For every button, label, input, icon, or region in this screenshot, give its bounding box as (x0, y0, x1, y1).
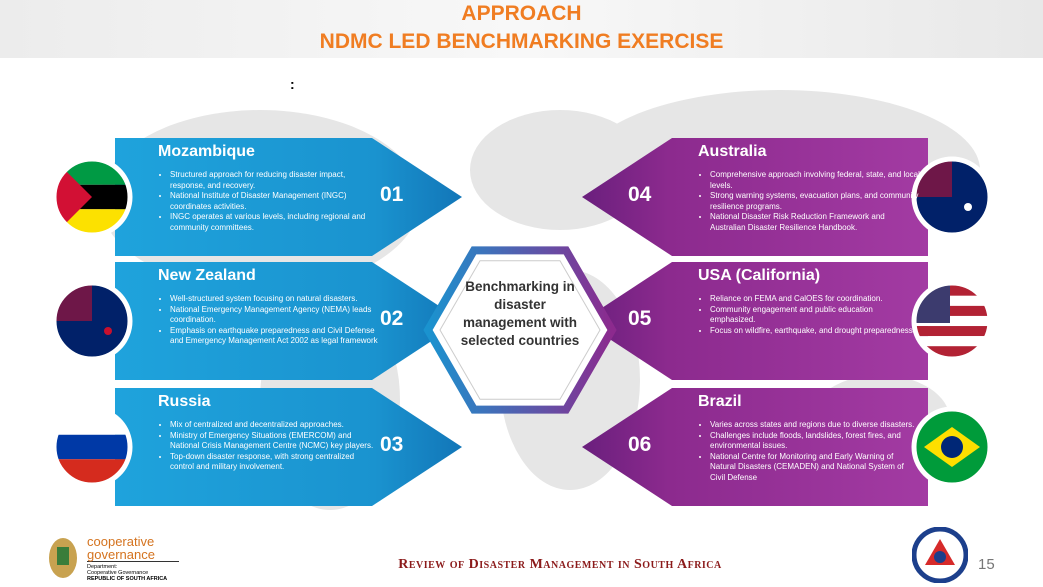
dept: Cooperative Governance (87, 570, 149, 576)
ndmc-logo (912, 527, 968, 583)
flag (56, 411, 128, 483)
country-panel (115, 138, 462, 256)
bullet-list: Well-structured system focusing on natur… (158, 294, 380, 347)
bullet: National Institute of Disaster Managemen… (170, 191, 380, 212)
bullet: Top-down disaster response, with strong … (170, 452, 380, 473)
center-hex-inner (439, 260, 601, 400)
bullet: Focus on wildfire, earthquake, and droug… (710, 326, 920, 337)
country-name: Australia (698, 143, 767, 160)
flag-stripe (56, 459, 128, 483)
flag (916, 285, 988, 357)
bullet: Challenges include floods, landslides, f… (710, 431, 920, 452)
bullet: National Centre for Monitoring and Early… (710, 452, 920, 484)
bullet: Emphasis on earthquake preparedness and … (170, 326, 380, 347)
header-band (0, 0, 1043, 58)
country-panel (582, 388, 928, 506)
bullet: Structured approach for reducing disaste… (170, 170, 380, 191)
flag-stripe (916, 336, 988, 347)
mark: : (290, 76, 295, 92)
flag-stripe (56, 434, 128, 460)
dept: Department: (87, 564, 118, 570)
country-name: New Zealand (158, 267, 256, 284)
country-panel (582, 262, 928, 380)
country-number: 05 (628, 307, 652, 330)
flag-stripe (56, 209, 128, 233)
bullet-list: Varies across states and regions due to … (698, 420, 920, 483)
country-name: USA (California) (698, 267, 821, 284)
flag (56, 161, 128, 233)
bullet: Community engagement and public educatio… (710, 305, 920, 326)
flag-detail (104, 327, 112, 335)
subtitle: NDMC LED BENCHMARKING EXERCISE (319, 30, 724, 53)
bullet: Reliance on FEMA and CalOES for coordina… (710, 294, 920, 305)
country-name: Russia (158, 393, 211, 410)
flag-ring (51, 156, 133, 238)
flag-stripe (916, 346, 988, 357)
flag-stripe (56, 411, 128, 435)
bullet: Ministry of Emergency Situations (EMERCO… (170, 431, 380, 452)
country-name: Mozambique (158, 143, 255, 160)
bullet: Varies across states and regions due to … (710, 420, 920, 431)
page-number: 15 (978, 556, 995, 573)
coat-of-arms (49, 538, 77, 578)
bullet-list: Mix of centralized and decentralized app… (158, 420, 380, 473)
bullet-list: Comprehensive approach involving federal… (698, 170, 920, 233)
flag-ring (911, 406, 993, 488)
bullet-list: Reliance on FEMA and CalOES for coordina… (698, 294, 920, 336)
logo-line: cooperative (87, 534, 155, 549)
bullet: INGC operates at various levels, includi… (170, 212, 380, 233)
flag (916, 161, 988, 233)
bullet: Strong warning systems, evacuation plans… (710, 191, 920, 212)
center-text: Benchmarking in disaster management with… (460, 279, 580, 348)
flag-stripe (916, 285, 988, 296)
bullet: Mix of centralized and decentralized app… (170, 420, 380, 431)
flag-detail (56, 161, 92, 233)
country-number: 03 (380, 433, 404, 456)
flag (56, 285, 128, 357)
country-name: Brazil (698, 393, 742, 410)
country-panel (582, 138, 928, 256)
title: APPROACH (461, 2, 582, 25)
bullet: National Emergency Management Agency (NE… (170, 305, 380, 326)
country-panel (115, 262, 462, 380)
footer-title: Review of Disaster Management in South A… (398, 557, 722, 572)
bullet: Comprehensive approach involving federal… (710, 170, 920, 191)
flag-stripe (916, 315, 988, 327)
flag (916, 411, 988, 483)
country-number: 06 (628, 433, 652, 456)
flag-ring (911, 280, 993, 362)
flag-stripe (56, 161, 128, 185)
flag-stripe (916, 295, 988, 306)
bullet: National Disaster Risk Reduction Framewo… (710, 212, 920, 233)
flag-detail (941, 436, 963, 458)
flag-detail (964, 203, 972, 211)
flag-ring (51, 406, 133, 488)
flag-stripe (916, 326, 988, 337)
flag-stripe (916, 305, 988, 316)
country-number: 01 (380, 183, 404, 206)
bullet: Well-structured system focusing on natur… (170, 294, 380, 305)
flag-ring (51, 280, 133, 362)
dept: REPUBLIC OF SOUTH AFRICA (87, 576, 168, 582)
bullet-list: Structured approach for reducing disaste… (158, 170, 380, 233)
country-number: 04 (628, 183, 652, 206)
flag-ring (911, 156, 993, 238)
logo-line: governance (87, 548, 179, 562)
country-number: 02 (380, 307, 404, 330)
country-panel (115, 388, 462, 506)
